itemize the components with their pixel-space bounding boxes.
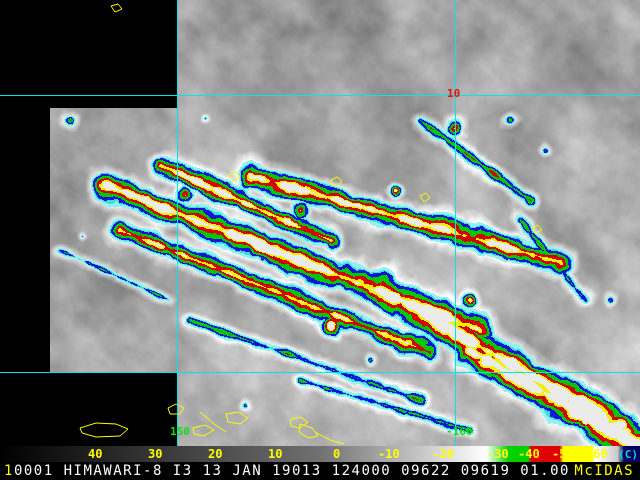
colorbar-unit-label: (C) [618, 448, 638, 461]
ir-imagery[interactable] [0, 0, 640, 446]
mcidas-branding: McIDAS [574, 463, 634, 479]
colorbar-tick-5: -10 [378, 447, 400, 461]
satellite-image-canvas[interactable]: 10 150 -160 [0, 0, 640, 446]
caption-frame-prefix: 1 [4, 463, 14, 479]
latitude-label-10: 10 [447, 87, 461, 100]
colorbar-tick-9: -50 [552, 447, 574, 461]
caption-text: 0001 HIMAWARI-8 I3 13 JAN 19013 124000 0… [13, 463, 570, 479]
colorbar-tick-8: -40 [518, 447, 540, 461]
colorbar-tick-3: 10 [268, 447, 283, 461]
longitude-label-160w: -160 [446, 425, 473, 438]
colorbar-tick-0: 40 [88, 447, 103, 461]
colorbar-tick-7: -30 [487, 447, 509, 461]
temperature-colorbar[interactable]: (C) 40 30 20 10 0 -10 -20 -30 -40 -50 -60 [0, 446, 640, 462]
colorbar-gradient [0, 446, 640, 462]
longitude-label-150: 150 [170, 425, 190, 438]
colorbar-tick-4: 0 [333, 447, 341, 461]
image-caption-bar: 10001 HIMAWARI-8 I3 13 JAN 19013 124000 … [0, 462, 640, 480]
colorbar-tick-2: 20 [208, 447, 223, 461]
colorbar-tick-6: -20 [432, 447, 454, 461]
colorbar-tick-1: 30 [148, 447, 163, 461]
colorbar-tick-10: -60 [586, 447, 608, 461]
